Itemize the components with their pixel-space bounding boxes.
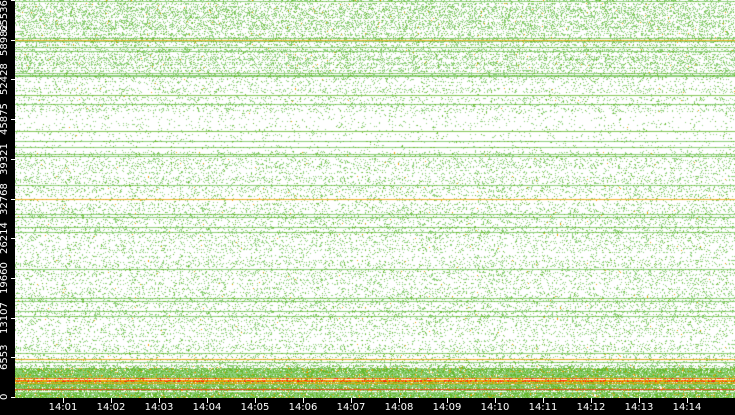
x-tick	[495, 398, 496, 403]
y-tick	[11, 238, 15, 239]
y-tick	[11, 318, 15, 319]
y-tick-label: 39321	[0, 142, 10, 175]
x-tick	[255, 398, 256, 403]
y-tick-label: 65536	[0, 0, 10, 32]
x-tick	[591, 398, 592, 403]
y-tick	[11, 119, 15, 120]
x-tick	[351, 398, 352, 403]
x-tick	[399, 398, 400, 403]
y-tick-label: 26214	[0, 222, 10, 255]
x-tick	[63, 398, 64, 403]
x-tick-label: 14:12	[576, 402, 606, 413]
x-tick-label: 14:02	[96, 402, 126, 413]
y-tick	[11, 79, 15, 80]
y-tick-label: 6553	[0, 344, 10, 370]
x-tick-label: 14:10	[480, 402, 510, 413]
y-tick-label: 52428	[0, 63, 10, 96]
x-tick-label: 14:11	[528, 402, 558, 413]
y-tick-label: 32768	[0, 182, 10, 215]
x-tick-label: 14:13	[624, 402, 654, 413]
x-tick	[687, 398, 688, 403]
y-tick-label: 45875	[0, 103, 10, 136]
y-tick	[11, 278, 15, 279]
x-tick	[447, 398, 448, 403]
plot-area	[15, 0, 735, 398]
x-tick-label: 14:06	[288, 402, 318, 413]
x-tick-label: 14:07	[336, 402, 366, 413]
y-tick	[11, 159, 15, 160]
y-tick	[11, 0, 15, 1]
heatmap-cells	[15, 0, 735, 398]
y-tick-label: 19660	[0, 262, 10, 294]
y-tick-label: 13107	[0, 301, 10, 334]
x-tick-label: 14:04	[192, 402, 222, 413]
y-tick-label: 0	[0, 393, 10, 400]
x-tick-label: 14:08	[384, 402, 414, 413]
y-tick	[11, 40, 15, 41]
x-tick	[111, 398, 112, 403]
x-tick	[543, 398, 544, 403]
x-tick-label: 14:01	[48, 402, 78, 413]
y-tick	[11, 199, 15, 200]
x-tick-label: 14:05	[240, 402, 270, 413]
y-tick	[11, 397, 15, 398]
x-tick-label: 14:09	[432, 402, 462, 413]
x-tick-label: 14:14	[672, 402, 702, 413]
x-tick	[207, 398, 208, 403]
y-tick	[11, 357, 15, 358]
x-tick	[159, 398, 160, 403]
x-tick	[303, 398, 304, 403]
x-tick-label: 14:03	[144, 402, 174, 413]
x-tick	[639, 398, 640, 403]
